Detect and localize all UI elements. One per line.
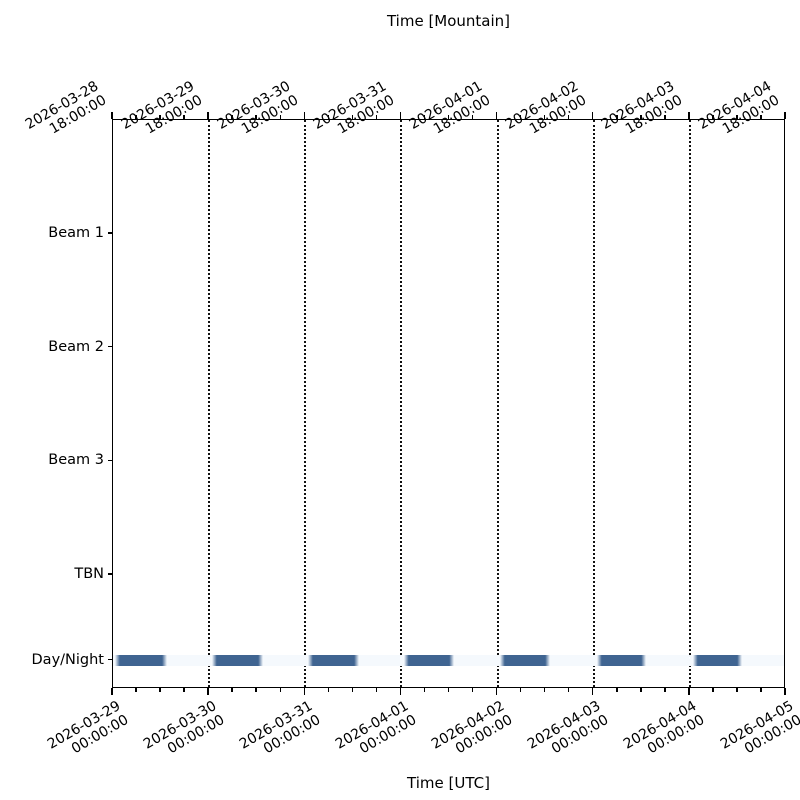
top-axis-minor-tick: [159, 115, 161, 119]
bottom-axis-major-tick: [495, 688, 498, 695]
bottom-axis-minor-tick: [664, 688, 666, 692]
night-bar: [404, 655, 455, 667]
top-axis-major-tick: [495, 112, 498, 119]
ytick-label: Beam 1: [48, 224, 104, 241]
bottom-axis-major-tick: [303, 688, 306, 695]
top-axis-minor-tick: [760, 115, 762, 119]
grid-line-utc-midnight: [688, 120, 691, 687]
bottom-axis-major-tick: [111, 688, 113, 695]
bottom-axis-minor-tick: [135, 688, 137, 692]
top-axis-minor-tick: [519, 115, 522, 119]
bottom-tick-label: 2026-04-02 00:00:00: [429, 698, 516, 767]
bottom-tick-label: 2026-03-29 00:00:00: [45, 698, 132, 767]
top-axis-major-tick: [688, 112, 690, 119]
bottom-axis-minor-tick: [543, 688, 546, 692]
bottom-tick-label: 2026-04-04 00:00:00: [621, 698, 708, 767]
bottom-tick-label: 2026-04-05 00:00:00: [718, 698, 800, 767]
top-axis-minor-tick: [351, 115, 354, 119]
night-bar: [692, 655, 743, 667]
top-axis-major-tick: [111, 112, 113, 119]
top-axis-major-tick: [303, 112, 306, 119]
ytick-label: Day/Night: [31, 651, 104, 668]
top-axis-minor-tick: [375, 115, 378, 119]
ytick-label: TBN: [74, 566, 104, 583]
top-axis-minor-tick: [279, 115, 281, 119]
top-axis-title: Time [Mountain]: [386, 12, 511, 30]
top-axis-minor-tick: [447, 115, 450, 119]
top-axis-minor-tick: [664, 115, 666, 119]
plot-area: [112, 119, 785, 688]
top-axis-major-tick: [207, 112, 209, 119]
bottom-tick-label: 2026-04-01 00:00:00: [333, 698, 420, 767]
bottom-axis-minor-tick: [423, 688, 426, 692]
night-bar: [211, 655, 263, 667]
grid-line-utc-midnight: [208, 120, 211, 687]
grid-line-utc-midnight: [592, 120, 595, 687]
bottom-axis-minor-tick: [736, 688, 738, 692]
ytick-label: Beam 2: [48, 338, 104, 355]
y-axis-tick: [108, 573, 112, 575]
bottom-axis-minor-tick: [351, 688, 354, 692]
bottom-axis-minor-tick: [159, 688, 161, 692]
bottom-axis-minor-tick: [279, 688, 281, 692]
bottom-axis-major-tick: [688, 688, 690, 695]
bottom-axis-minor-tick: [327, 688, 330, 692]
bottom-axis-minor-tick: [471, 688, 474, 692]
top-axis-minor-tick: [567, 115, 570, 119]
bottom-tick-label: 2026-03-30 00:00:00: [141, 698, 228, 767]
bottom-tick-label: 2026-04-03 00:00:00: [525, 698, 612, 767]
top-axis-minor-tick: [543, 115, 546, 119]
bottom-axis-major-tick: [591, 688, 594, 695]
top-axis-minor-tick: [327, 115, 330, 119]
daynight-strip: [113, 655, 784, 667]
top-axis-minor-tick: [135, 115, 137, 119]
bottom-tick-label: 2026-03-31 00:00:00: [237, 698, 324, 767]
bottom-axis-minor-tick: [519, 688, 522, 692]
top-axis-minor-tick: [183, 115, 185, 119]
bottom-axis-minor-tick: [447, 688, 450, 692]
y-axis-tick: [108, 459, 112, 462]
night-bar: [500, 655, 551, 667]
top-axis-major-tick: [399, 112, 402, 119]
bottom-axis-minor-tick: [712, 688, 714, 692]
bottom-axis-minor-tick: [231, 688, 233, 692]
bottom-axis-minor-tick: [255, 688, 257, 692]
y-axis-tick: [108, 658, 112, 661]
grid-line-utc-midnight: [304, 120, 307, 687]
top-axis-minor-tick: [231, 115, 233, 119]
bottom-axis-minor-tick: [567, 688, 570, 692]
top-axis-minor-tick: [616, 115, 618, 119]
ytick-label: Beam 3: [48, 452, 104, 469]
top-axis-minor-tick: [736, 115, 738, 119]
y-axis-tick: [108, 232, 112, 234]
top-axis-major-tick: [784, 112, 786, 119]
top-axis-minor-tick: [423, 115, 426, 119]
top-axis-minor-tick: [712, 115, 714, 119]
bottom-axis-major-tick: [784, 688, 786, 695]
top-axis-minor-tick: [471, 115, 474, 119]
top-axis-minor-tick: [255, 115, 257, 119]
night-bar: [307, 655, 359, 667]
y-axis-tick: [108, 345, 112, 348]
night-bar: [115, 655, 167, 667]
x-axis-title: Time [UTC]: [407, 774, 490, 792]
bottom-axis-minor-tick: [640, 688, 642, 692]
grid-line-utc-midnight: [400, 120, 403, 687]
bottom-axis-major-tick: [399, 688, 402, 695]
grid-line-utc-midnight: [496, 120, 499, 687]
night-bar: [596, 655, 647, 667]
top-tick-label: 2026-03-28 18:00:00: [22, 78, 109, 147]
bottom-axis-major-tick: [207, 688, 209, 695]
bottom-axis-minor-tick: [375, 688, 378, 692]
top-axis-major-tick: [591, 112, 594, 119]
bottom-axis-minor-tick: [183, 688, 185, 692]
bottom-axis-minor-tick: [760, 688, 762, 692]
top-axis-minor-tick: [640, 115, 642, 119]
bottom-axis-minor-tick: [616, 688, 618, 692]
